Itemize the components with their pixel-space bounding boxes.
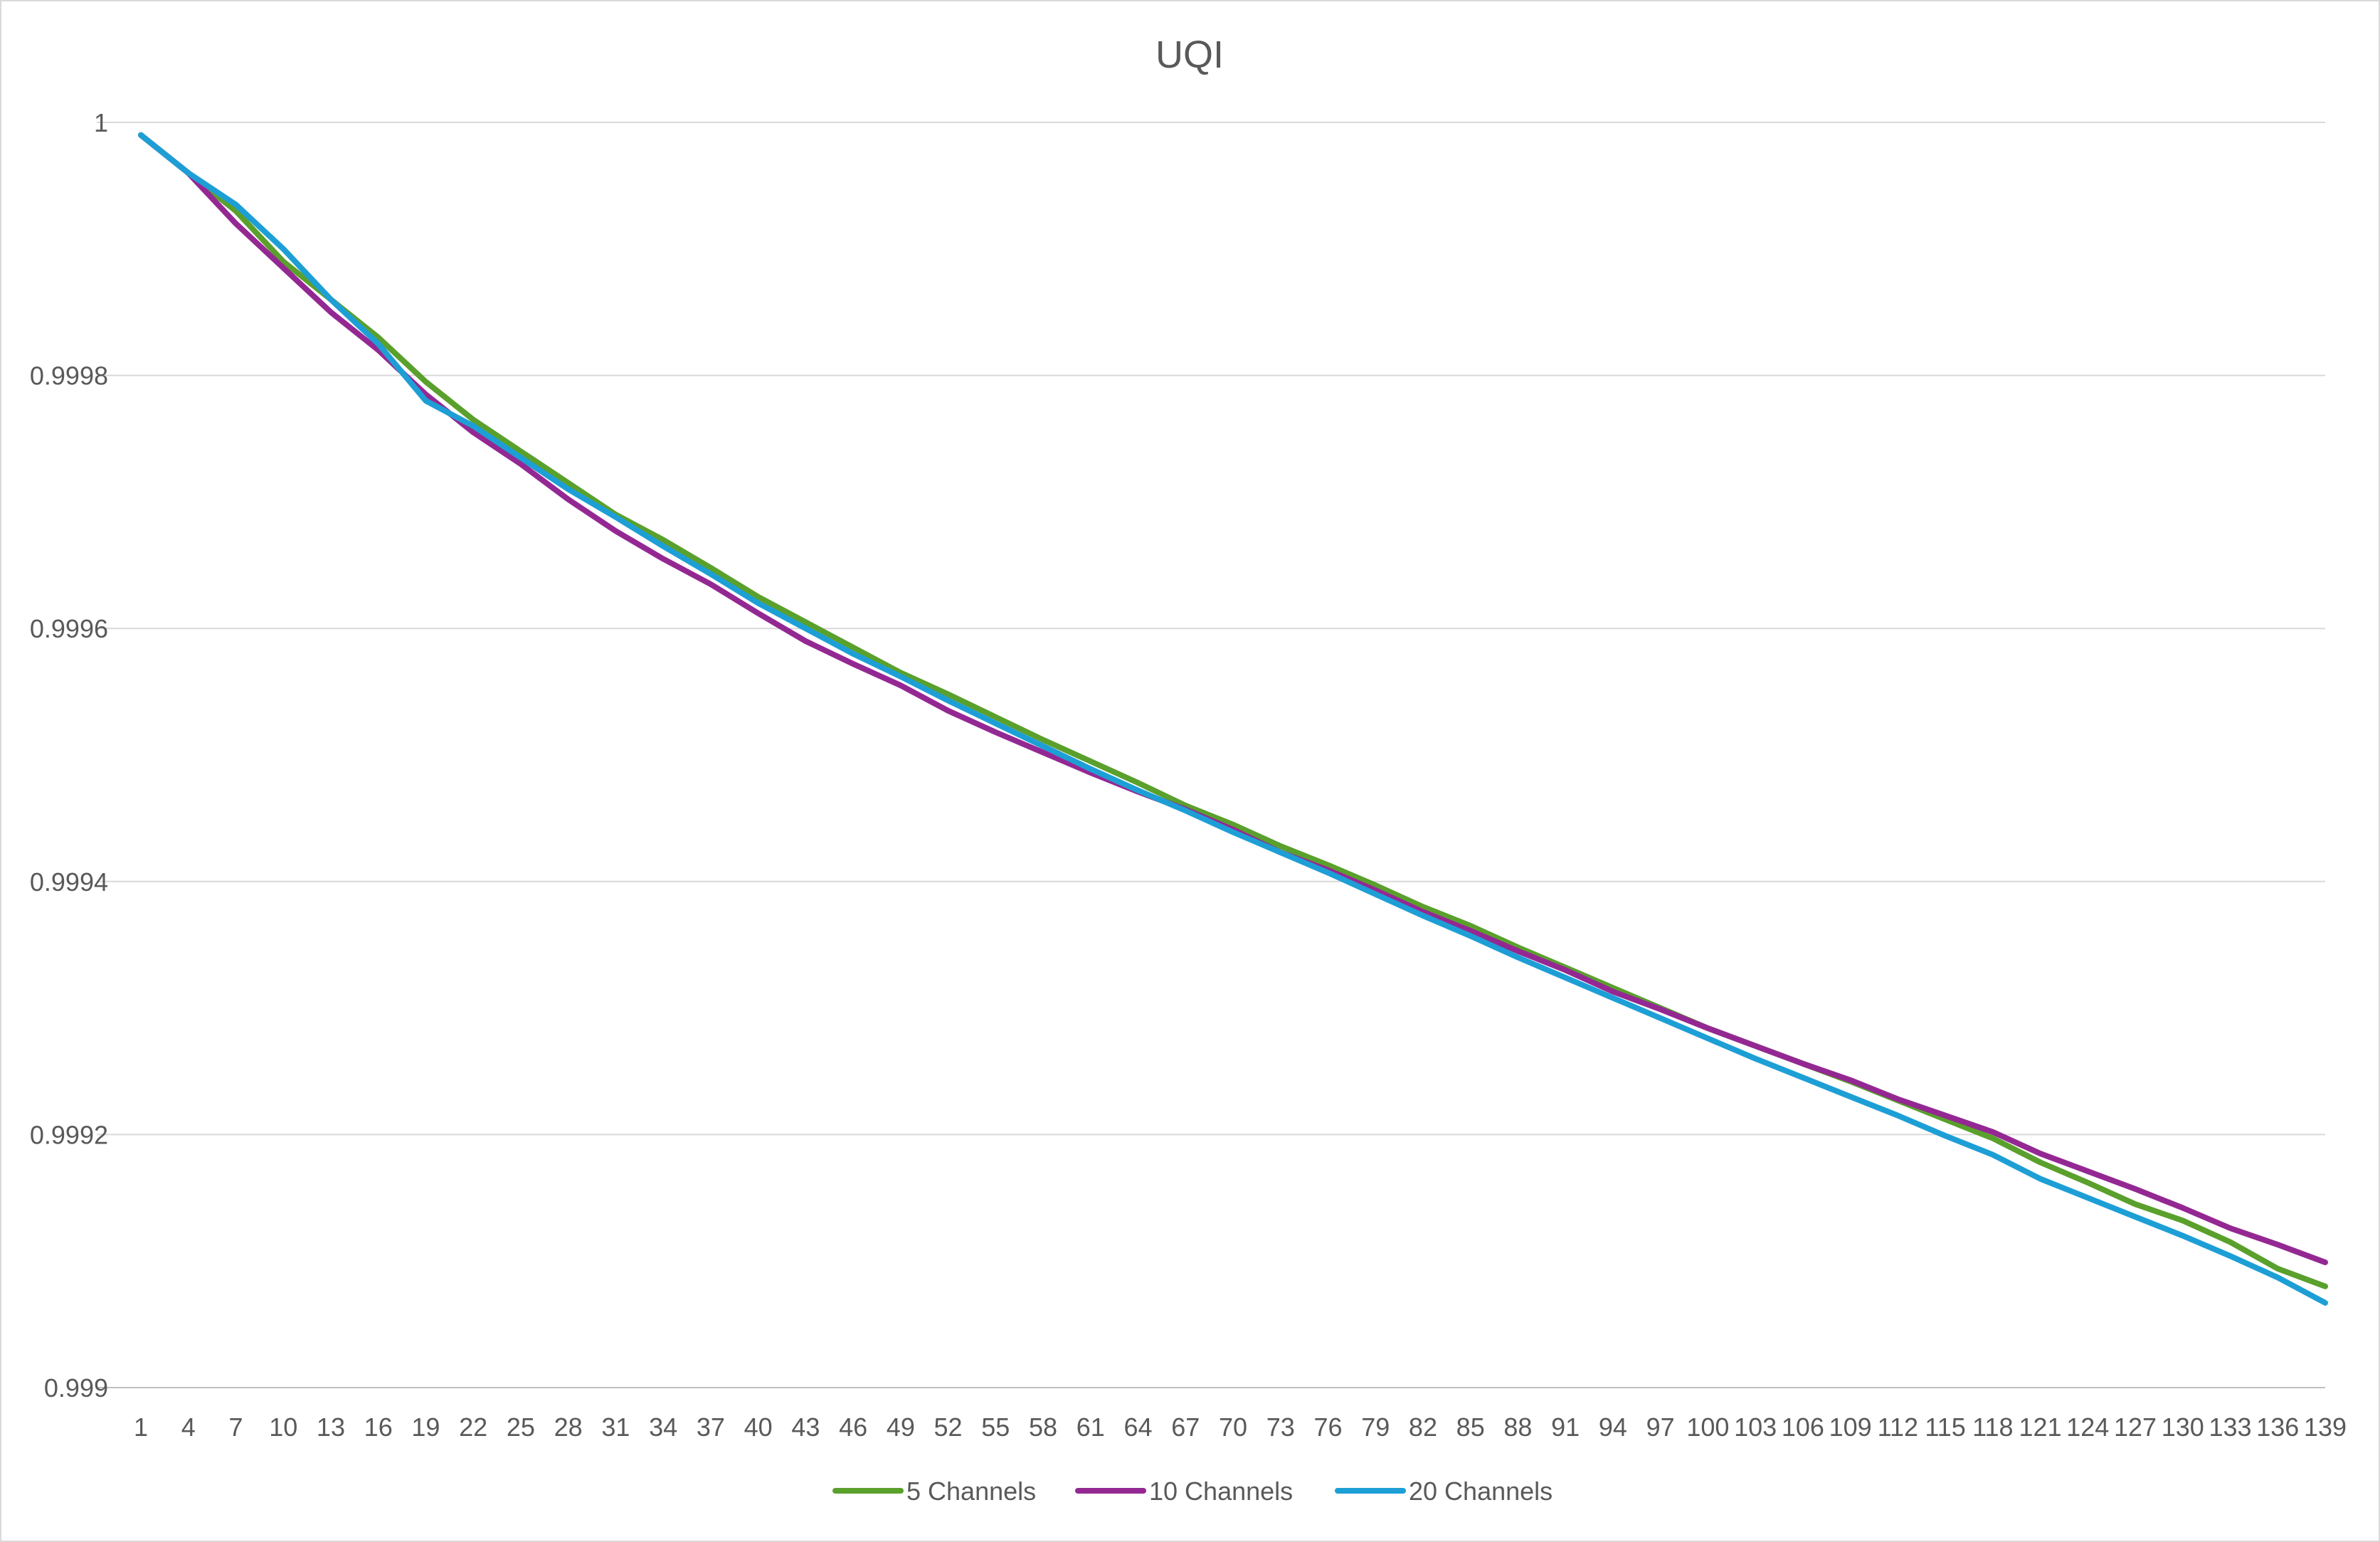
y-tick-label: 0.9998 bbox=[30, 361, 108, 391]
x-tick-label: 73 bbox=[1266, 1412, 1295, 1442]
x-tick-label: 43 bbox=[791, 1412, 820, 1442]
x-tick-label: 139 bbox=[2304, 1412, 2347, 1442]
x-tick-label: 28 bbox=[554, 1412, 583, 1442]
x-tick-label: 130 bbox=[2162, 1412, 2204, 1442]
chart-title: UQI bbox=[1155, 33, 1224, 76]
x-tick-label: 37 bbox=[697, 1412, 725, 1442]
x-tick-label: 91 bbox=[1551, 1412, 1580, 1442]
x-tick-label: 22 bbox=[459, 1412, 487, 1442]
x-tick-label: 49 bbox=[887, 1412, 915, 1442]
x-tick-label: 4 bbox=[181, 1412, 196, 1442]
x-tick-label: 136 bbox=[2256, 1412, 2299, 1442]
x-tick-label: 67 bbox=[1171, 1412, 1200, 1442]
y-tick-label: 0.999 bbox=[44, 1373, 108, 1403]
x-tick-label: 112 bbox=[1878, 1412, 1918, 1442]
x-tick-label: 70 bbox=[1219, 1412, 1247, 1442]
series-line-1 bbox=[138, 132, 2328, 1289]
x-tick-label: 31 bbox=[601, 1412, 630, 1442]
legend-label: 10 Channels bbox=[1149, 1477, 1293, 1506]
legend: 5 Channels 10 Channels 20 Channels bbox=[832, 1477, 1553, 1506]
x-tick-label: 58 bbox=[1029, 1412, 1057, 1442]
gridlines bbox=[97, 122, 2325, 1388]
series-line-3 bbox=[138, 132, 2328, 1306]
x-tick-label: 103 bbox=[1734, 1412, 1777, 1442]
x-tick-label: 46 bbox=[839, 1412, 867, 1442]
y-tick-label: 0.9994 bbox=[30, 867, 108, 897]
x-tick-label: 97 bbox=[1646, 1412, 1675, 1442]
y-tick-label: 0.9996 bbox=[30, 614, 108, 643]
x-tick-label: 133 bbox=[2209, 1412, 2251, 1442]
x-tick-label: 61 bbox=[1077, 1412, 1105, 1442]
x-tick-label: 34 bbox=[649, 1412, 677, 1442]
series-line-2 bbox=[138, 132, 2328, 1265]
x-tick-label: 40 bbox=[744, 1412, 773, 1442]
x-tick-label: 10 bbox=[269, 1412, 297, 1442]
legend-label: 20 Channels bbox=[1409, 1477, 1553, 1506]
x-tick-label: 82 bbox=[1409, 1412, 1437, 1442]
x-tick-label: 118 bbox=[1972, 1412, 2013, 1442]
y-tick-label: 1 bbox=[94, 108, 108, 137]
x-tick-label: 52 bbox=[934, 1412, 963, 1442]
x-tick-label: 88 bbox=[1503, 1412, 1532, 1442]
x-tick-label: 115 bbox=[1925, 1412, 1965, 1442]
x-tick-label: 19 bbox=[411, 1412, 440, 1442]
y-tick-label: 0.9992 bbox=[30, 1120, 108, 1149]
x-tick-label: 85 bbox=[1456, 1412, 1485, 1442]
y-axis-ticks: 0.999 0.9992 0.9994 0.9996 0.9998 1 bbox=[30, 108, 108, 1403]
x-axis-ticks: 1 4 7 10 13 16 19 22 25 28 31 34 37 40 43 46 49 52 55 58 61 6… bbox=[134, 1412, 2347, 1442]
x-tick-label: 127 bbox=[2114, 1412, 2157, 1442]
x-tick-label: 94 bbox=[1599, 1412, 1627, 1442]
x-tick-label: 55 bbox=[981, 1412, 1010, 1442]
x-tick-label: 124 bbox=[2066, 1412, 2109, 1442]
x-tick-label: 100 bbox=[1686, 1412, 1729, 1442]
x-tick-label: 1 bbox=[134, 1412, 148, 1442]
legend-label: 5 Channels bbox=[906, 1477, 1036, 1506]
x-tick-label: 25 bbox=[507, 1412, 535, 1442]
series-lines bbox=[138, 132, 2328, 1306]
x-tick-label: 121 bbox=[2019, 1412, 2062, 1442]
x-tick-label: 79 bbox=[1361, 1412, 1390, 1442]
x-tick-label: 13 bbox=[317, 1412, 345, 1442]
x-tick-label: 106 bbox=[1782, 1412, 1824, 1442]
x-tick-label: 16 bbox=[364, 1412, 393, 1442]
x-tick-label: 109 bbox=[1829, 1412, 1872, 1442]
x-tick-label: 76 bbox=[1313, 1412, 1342, 1442]
x-tick-label: 7 bbox=[228, 1412, 243, 1442]
x-tick-label: 64 bbox=[1123, 1412, 1152, 1442]
